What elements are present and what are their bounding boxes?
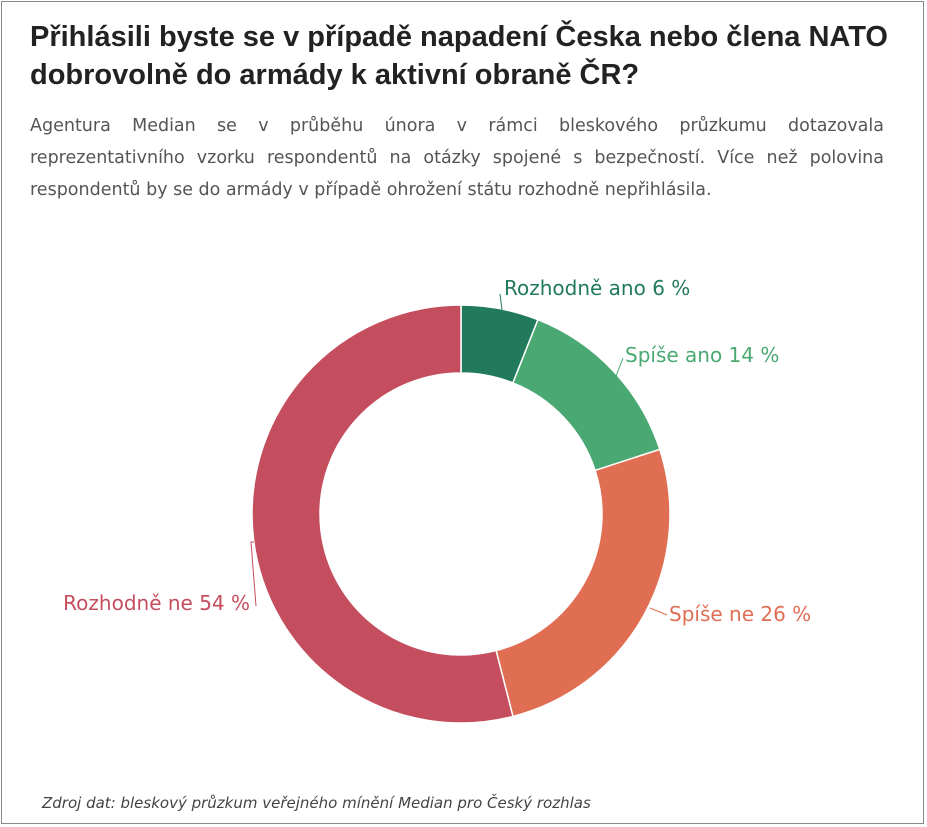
leader-line xyxy=(612,357,624,385)
leader-line xyxy=(250,541,257,607)
donut-slice-spíše-ne xyxy=(495,448,671,718)
chart-subtitle: Agentura Median se v průběhu února v rám… xyxy=(30,116,884,200)
slice-label: Rozhodně ano 6 % xyxy=(504,276,690,300)
source-note: Zdroj dat: bleskový průzkum veřejného mí… xyxy=(42,794,591,812)
leader-line xyxy=(499,293,503,311)
leader-line xyxy=(649,607,668,616)
donut-slice-rozhodně-ne xyxy=(251,304,514,724)
slice-label: Rozhodně ne 54 % xyxy=(63,591,250,615)
slice-label: Spíše ne 26 % xyxy=(669,602,811,626)
slice-label: Spíše ano 14 % xyxy=(625,343,779,367)
chart-title: Přihlásili byste se v případě napadení Č… xyxy=(30,21,888,91)
